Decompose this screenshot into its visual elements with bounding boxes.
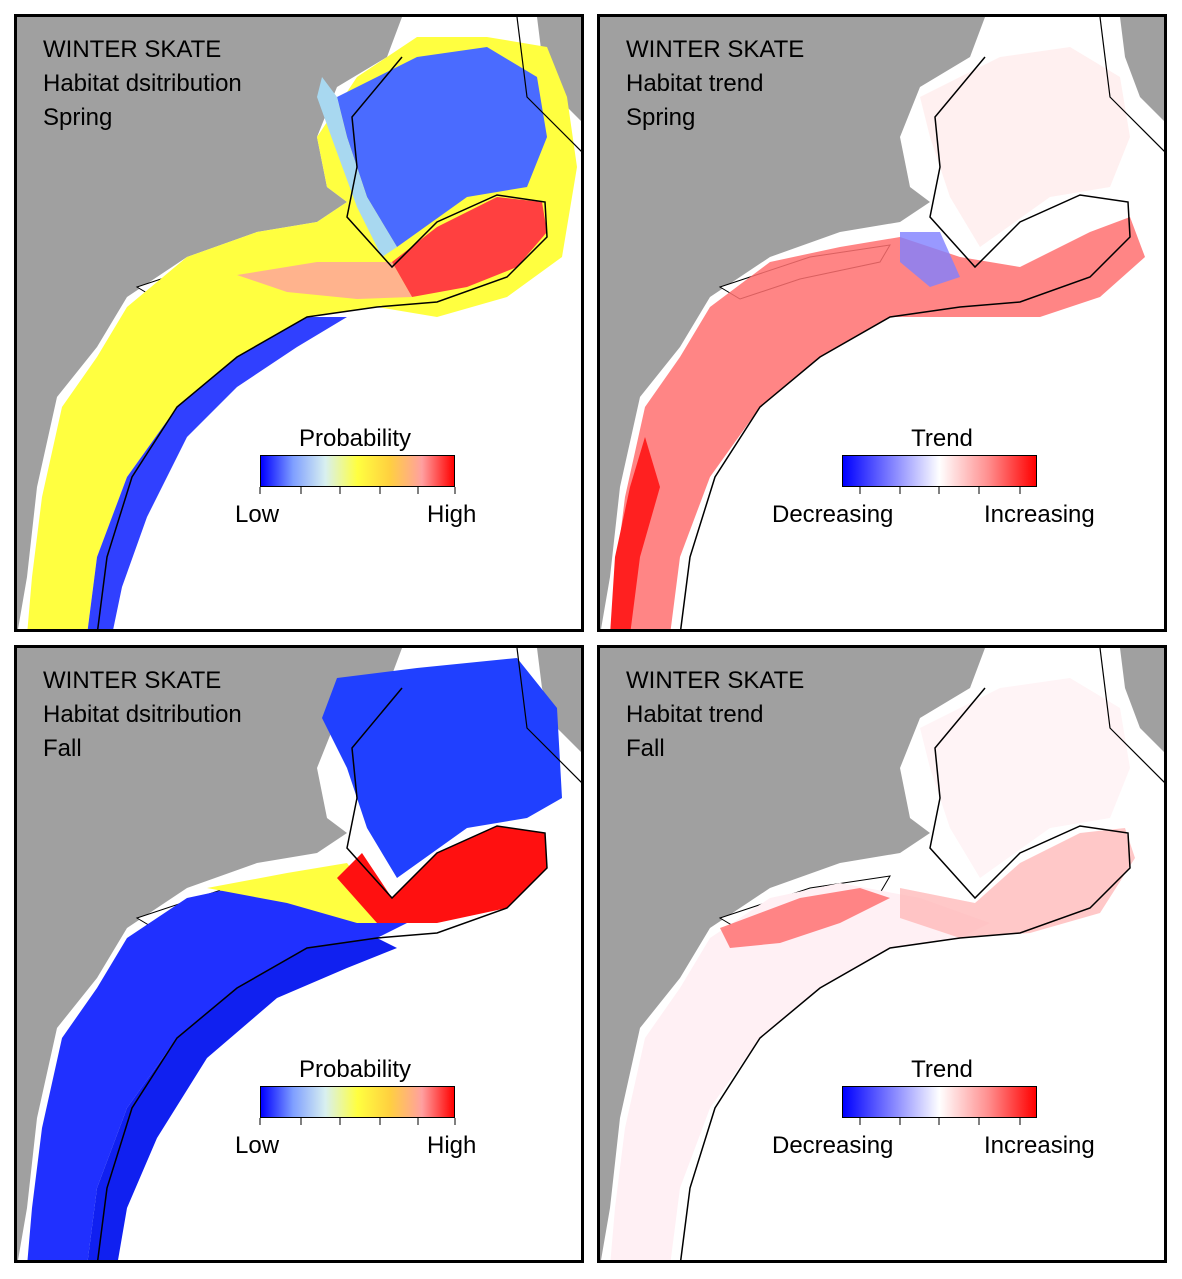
depth-contour — [680, 687, 1131, 1260]
trend-gulf-decrease — [900, 232, 960, 287]
legend-title: Probability — [298, 1056, 412, 1083]
depth-contour-east — [516, 648, 581, 783]
legend-high-label: High — [427, 501, 477, 528]
map-graphic — [17, 17, 581, 629]
habitat-georges-high — [392, 197, 547, 297]
map-graphic — [600, 648, 1164, 1260]
trend-gulf-faint — [920, 47, 1130, 247]
map-subtitle: Habitat trend — [626, 701, 764, 728]
legend-ticks — [259, 487, 456, 494]
legend-low-label: Decreasing — [772, 1132, 894, 1159]
legend-high-label: Increasing — [984, 501, 1095, 528]
season-label: Fall — [626, 735, 665, 762]
land-mass-east — [537, 17, 581, 121]
trend-gulf-faint — [920, 678, 1130, 878]
land-mass — [17, 17, 402, 629]
trend-coast-increase — [720, 888, 890, 948]
habitat-slope-low — [87, 317, 347, 629]
species-title: WINTER SKATE — [43, 667, 222, 694]
depth-contour-east — [516, 17, 581, 152]
legend-color-bar — [842, 455, 1037, 487]
legend-title: Trend — [911, 425, 973, 452]
map-panel-fall-trend: WINTER SKATE Habitat trend Fall Trend De… — [597, 645, 1167, 1263]
map-subtitle: Habitat dsitribution — [43, 70, 242, 97]
depth-contour-east — [1099, 17, 1164, 152]
habitat-shelf-low — [27, 883, 407, 1260]
legend-low-label: Decreasing — [772, 501, 894, 528]
legend-color-bar — [260, 1086, 455, 1118]
habitat-georges-mid — [237, 262, 412, 299]
season-label: Spring — [626, 104, 696, 131]
species-title: WINTER SKATE — [43, 36, 222, 63]
land-mass — [600, 648, 985, 1260]
habitat-gulf-low — [337, 47, 547, 247]
season-label: Spring — [43, 104, 113, 131]
trend-shelf-increase — [610, 217, 1145, 629]
legend-color-bar — [842, 1086, 1037, 1118]
trend-coast-strong — [610, 437, 660, 629]
color-legend: Probability Low High — [235, 425, 495, 535]
map-subtitle: Habitat trend — [626, 70, 764, 97]
map-subtitle: Habitat dsitribution — [43, 701, 242, 728]
depth-contour — [680, 56, 1131, 629]
season-label: Fall — [43, 735, 82, 762]
trend-georges-edge — [900, 828, 1135, 938]
habitat-slope-low — [87, 938, 397, 1260]
map-graphic — [17, 648, 581, 1260]
color-legend: Probability Low High — [235, 1056, 495, 1166]
species-title: WINTER SKATE — [626, 36, 805, 63]
legend-low-label: Low — [235, 1132, 280, 1159]
map-panel-fall-distribution: WINTER SKATE Habitat dsitribution Fall P… — [14, 645, 584, 1263]
map-panel-spring-trend: WINTER SKATE Habitat trend Spring Trend … — [597, 14, 1167, 632]
legend-color-bar — [260, 455, 455, 487]
depth-contour — [97, 56, 548, 629]
legend-high-label: Increasing — [984, 1132, 1095, 1159]
panel-titles: WINTER SKATE Habitat trend Spring — [626, 33, 804, 135]
panel-titles: WINTER SKATE Habitat dsitribution Spring — [43, 33, 242, 135]
legend-ticks — [859, 1118, 1021, 1125]
land-mass-east — [537, 648, 581, 752]
land-mass-east — [1120, 17, 1164, 121]
legend-high-label: High — [427, 1132, 477, 1159]
legend-title: Probability — [298, 425, 412, 452]
legend-low-label: Low — [235, 501, 280, 528]
legend-ticks — [859, 487, 1021, 494]
depth-contour — [97, 687, 548, 1260]
legend-title: Trend — [911, 1056, 973, 1083]
panel-titles: WINTER SKATE Habitat dsitribution Fall — [43, 664, 242, 766]
trend-shelf-faint — [610, 883, 990, 1260]
panel-titles: WINTER SKATE Habitat trend Fall — [626, 664, 804, 766]
species-title: WINTER SKATE — [626, 667, 805, 694]
land-mass-east — [1120, 648, 1164, 752]
map-panel-spring-distribution: WINTER SKATE Habitat dsitribution Spring… — [14, 14, 584, 632]
land-mass — [17, 648, 402, 1260]
depth-contour-east — [1099, 648, 1164, 783]
habitat-georges-high — [337, 826, 547, 923]
color-legend: Trend Decreasing Increasing — [772, 425, 1122, 535]
color-legend: Trend Decreasing Increasing — [772, 1056, 1122, 1166]
legend-ticks — [259, 1118, 456, 1125]
land-mass — [600, 17, 985, 629]
map-graphic — [600, 17, 1164, 629]
